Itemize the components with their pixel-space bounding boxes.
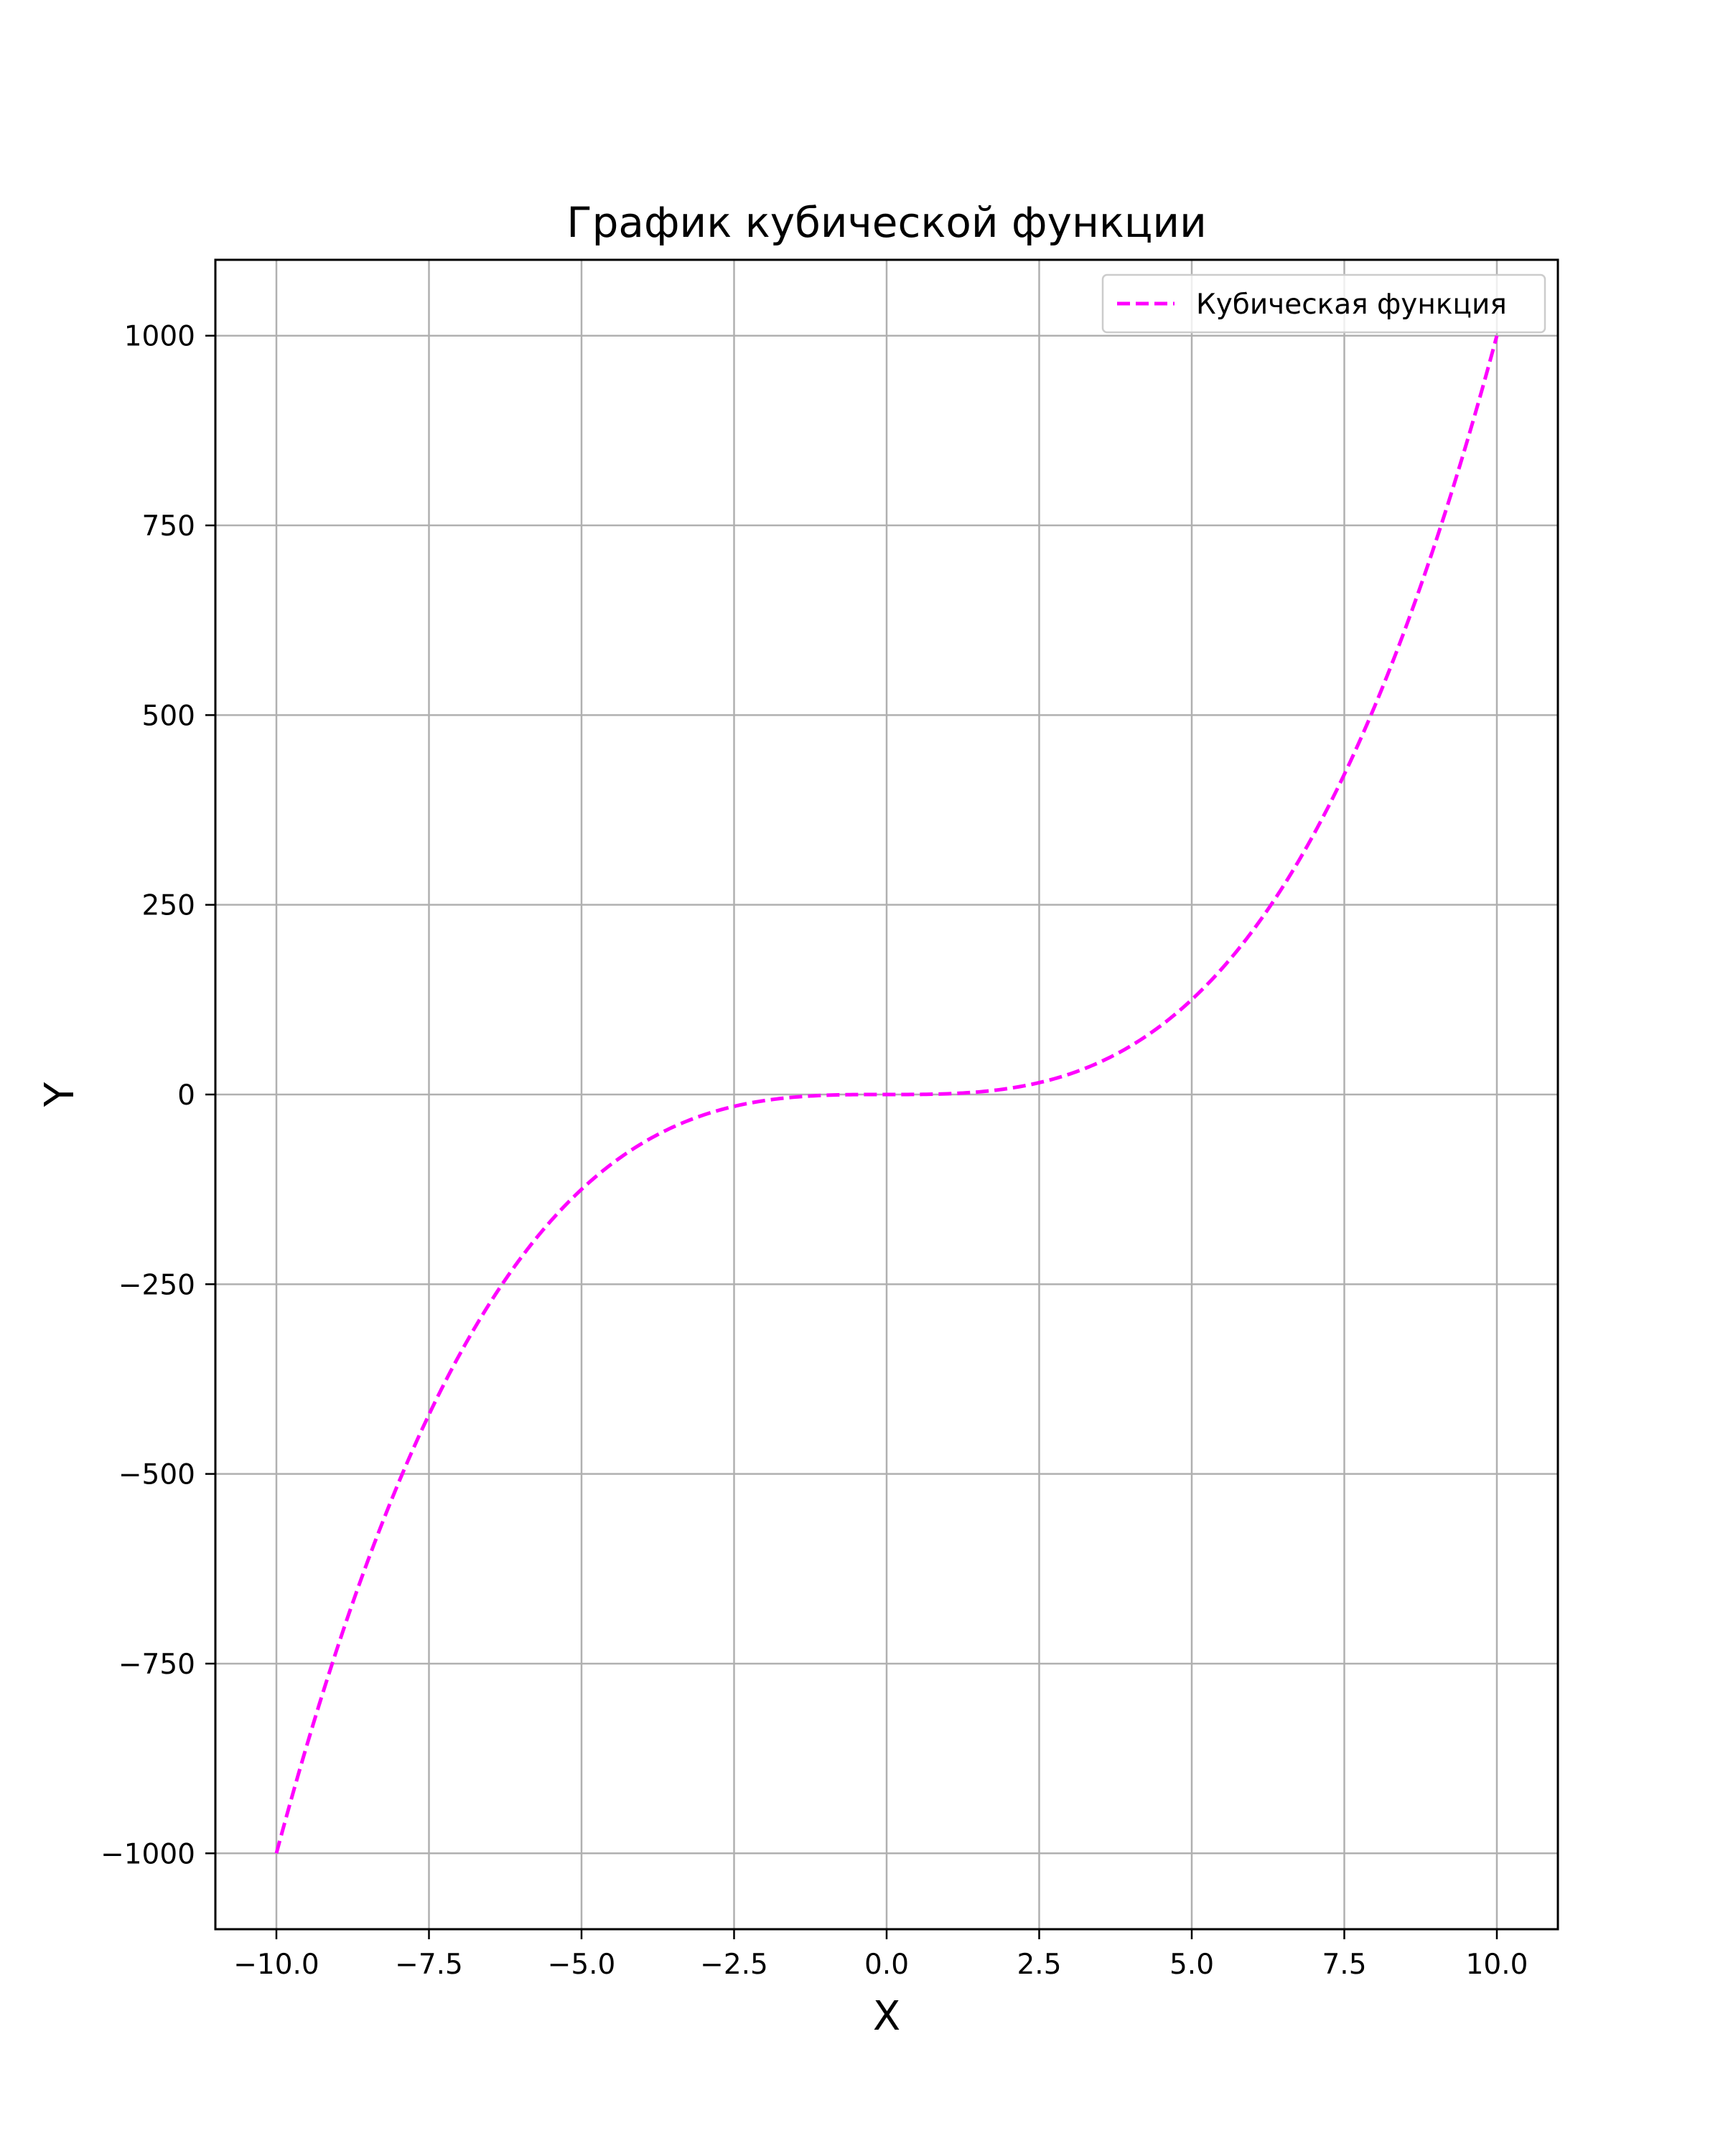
x-tick-label: 5.0 [1169, 1949, 1214, 1981]
y-tick-label: 500 [142, 700, 195, 732]
x-axis-label: X [873, 1993, 900, 2040]
y-tick-label: 1000 [124, 321, 195, 353]
chart-title: График кубической функции [566, 198, 1207, 247]
legend: Кубическая функция [1101, 273, 1546, 334]
y-axis-label: Y [37, 1082, 83, 1107]
x-tick-label: −10.0 [233, 1949, 319, 1981]
legend-label-cubic: Кубическая функция [1196, 289, 1507, 321]
y-tick-label: 750 [142, 510, 195, 543]
series-lines [274, 335, 1499, 1854]
x-tick-label: −7.5 [395, 1949, 463, 1981]
x-tick-label: −2.5 [700, 1949, 768, 1981]
y-tick-label: −750 [118, 1649, 195, 1681]
axis-ticks: −10.0 −7.5 −5.0 −2.5 0.0 2.5 5.0 7.5 10.0 −1000 −7… [101, 321, 1528, 1981]
y-tick-label: −250 [118, 1269, 195, 1301]
y-tick-label: 0 [177, 1079, 195, 1112]
grid-lines [215, 260, 1558, 1929]
x-tick-label: −5.0 [548, 1949, 616, 1981]
y-tick-label: −500 [118, 1459, 195, 1491]
x-tick-label: 10.0 [1466, 1949, 1528, 1981]
legend-box [1101, 273, 1546, 334]
x-tick-label: 7.5 [1322, 1949, 1366, 1981]
x-tick-label: 2.5 [1017, 1949, 1061, 1981]
series-line-cubic [274, 335, 1499, 1854]
y-tick-label: 250 [142, 890, 195, 922]
x-tick-label: 0.0 [864, 1949, 909, 1981]
y-tick-label: −1000 [101, 1838, 195, 1870]
